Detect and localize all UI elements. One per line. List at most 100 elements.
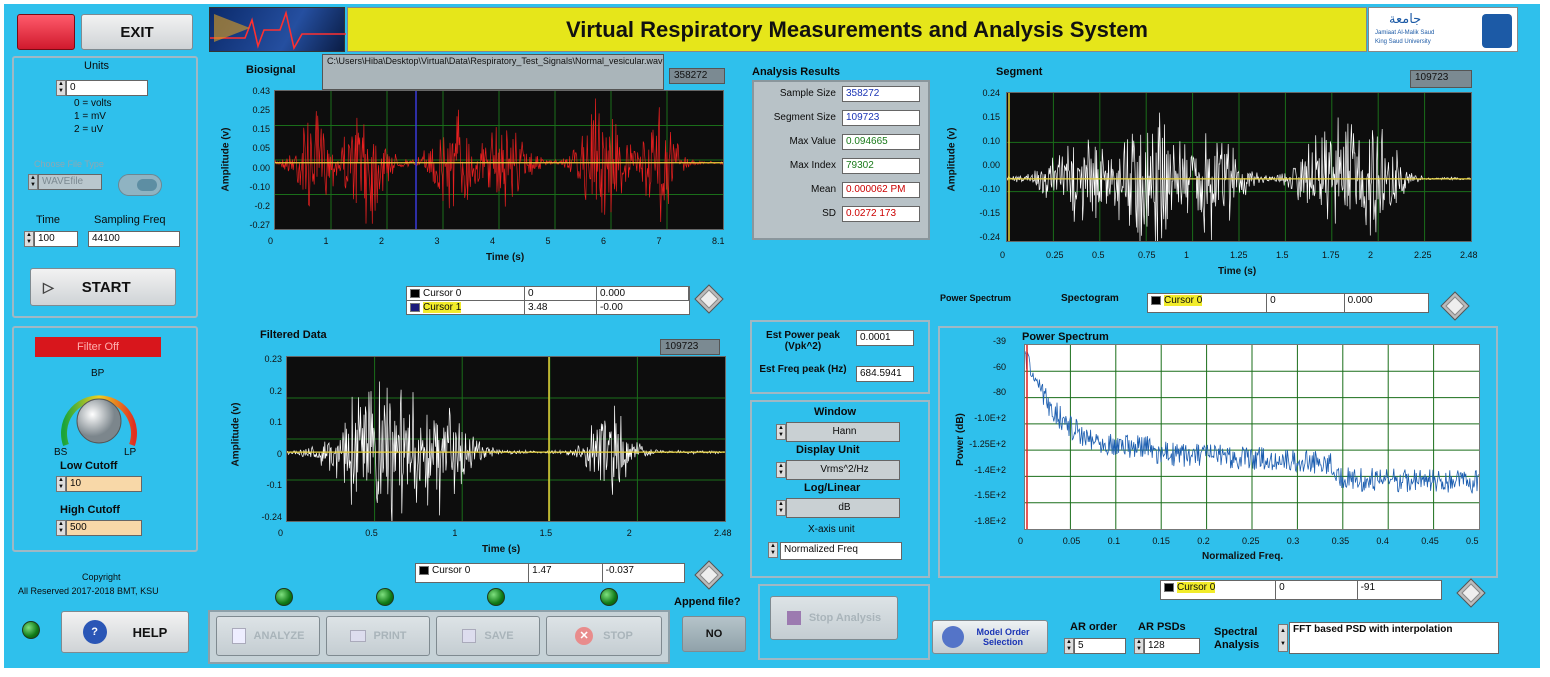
analysis-row-value: 0.000062 PM (842, 182, 920, 198)
analyze-label: ANALYZE (253, 630, 305, 642)
cursor-y-value: -91 (1360, 582, 1376, 593)
flt-tick-xticks: 2.48 (714, 528, 732, 538)
analyze-button[interactable]: ANALYZE (216, 616, 320, 656)
start-button[interactable]: ▷ START (30, 268, 176, 306)
low-cutoff-spinner[interactable]: ▲ ▼ (56, 476, 66, 492)
sampling-freq-input[interactable]: 44100 (88, 231, 180, 247)
seg-tick-xticks: 1.25 (1230, 250, 1248, 260)
analysis-row-label: Max Value (789, 136, 836, 147)
est-power-value: 0.0001 (856, 330, 914, 346)
cursor-row[interactable]: Cursor 1 3.48 -0.00 (407, 301, 689, 314)
bio-tick-xticks: 8.1 (712, 236, 725, 246)
cursor-name: Cursor 0 (432, 565, 471, 576)
high-cutoff-input[interactable]: 500 (66, 520, 142, 536)
biosignal-xlabel: Time (s) (486, 252, 525, 263)
power-spectrum-graph[interactable] (1024, 344, 1480, 530)
time-input[interactable]: 100 (34, 231, 78, 247)
ar-psds-input[interactable]: 128 (1144, 638, 1200, 654)
stop-analysis-button[interactable]: Stop Analysis (770, 596, 898, 640)
psd-tick-yticks: -60 (992, 361, 1006, 372)
display-unit-spinner[interactable]: ▲ ▼ (776, 462, 786, 478)
filtered-cursor-legend[interactable]: Cursor 0 1.47 -0.037 (415, 563, 685, 583)
save-icon (462, 629, 477, 643)
ar-psds-label: AR PSDs (1138, 621, 1186, 633)
cursor-y-value: -0.00 (600, 302, 623, 313)
psd-tick-xticks: 0.1 (1107, 536, 1121, 546)
save-label: SAVE (484, 630, 514, 642)
analysis-row-value: 0.094665 (842, 134, 920, 150)
filtered-graph[interactable] (286, 356, 726, 525)
window-select[interactable]: Hann (786, 422, 900, 442)
append-file-toggle[interactable]: NO (682, 616, 746, 652)
ar-order-spinner[interactable]: ▲ ▼ (1064, 638, 1074, 654)
print-led (376, 588, 394, 606)
cursor-name-cell: Cursor 0 (407, 287, 525, 300)
psd-tick-xticks: 0.25 (1242, 536, 1260, 546)
print-button[interactable]: PRINT (326, 616, 430, 656)
model-order-button[interactable]: Model Order Selection (932, 620, 1048, 654)
filetype-select[interactable]: WAVEfile (38, 174, 102, 190)
analyze-led (275, 588, 293, 606)
ar-order-input[interactable]: 5 (1074, 638, 1126, 654)
analysis-row-label: Segment Size (773, 112, 836, 123)
high-cutoff-label: High Cutoff (60, 504, 120, 516)
x-axis-unit-spinner[interactable]: ▲ ▼ (768, 542, 778, 558)
x-axis-unit-select[interactable]: Normalized Freq (780, 542, 902, 560)
stop-button[interactable]: ✕ STOP (546, 616, 662, 656)
filetype-toggle[interactable] (118, 174, 162, 196)
estimate-panel (750, 320, 930, 394)
spectrum-cursor-legend[interactable]: Cursor 0 0 0.000 (1147, 293, 1429, 313)
ar-psds-spinner[interactable]: ▲ ▼ (1134, 638, 1144, 654)
save-led (487, 588, 505, 606)
window-spinner[interactable]: ▲ ▼ (776, 424, 786, 440)
spectral-analysis-select[interactable]: FFT based PSD with interpolation (1289, 622, 1499, 654)
segment-graph[interactable] (1006, 92, 1472, 246)
biosignal-cursor-legend[interactable]: Cursor 0 0 0.000 Cursor 1 3.48 -0.00 (406, 286, 690, 315)
units-spinner[interactable]: ▲ ▼ (56, 80, 66, 96)
biosignal-plot[interactable] (274, 91, 724, 229)
help-icon: ? (82, 620, 107, 644)
seg-tick-yticks: -0.15 (979, 208, 1000, 218)
filtered-plot[interactable] (286, 357, 725, 525)
spectral-analysis-spinner[interactable]: ▲ ▼ (1278, 624, 1288, 652)
power-spectrum-title: Power Spectrum (1022, 331, 1109, 343)
analysis-row-value: 109723 (842, 110, 920, 126)
cursor-row[interactable]: Cursor 0 0 0.000 (407, 287, 689, 301)
stop-analysis-label: Stop Analysis (808, 612, 882, 624)
units-input[interactable]: 0 (66, 80, 148, 96)
page-title: Virtual Respiratory Measurements and Ana… (565, 16, 1148, 42)
power-spectrum-plot[interactable] (1024, 345, 1479, 529)
flt-tick-xticks: 1 (452, 528, 458, 538)
stop-indicator-button[interactable] (17, 14, 75, 50)
biosignal-graph[interactable] (274, 90, 724, 230)
save-button[interactable]: SAVE (436, 616, 540, 656)
filtered-cursor-move-icon[interactable] (694, 560, 724, 590)
flt-tick-yticks: 0.23 (264, 354, 282, 364)
filetype-spinner[interactable]: ▲ ▼ (28, 174, 38, 190)
time-spinner[interactable]: ▲ ▼ (24, 231, 34, 247)
high-cutoff-spinner[interactable]: ▲ ▼ (56, 520, 66, 536)
exit-button[interactable]: EXIT (81, 14, 193, 50)
low-cutoff-input[interactable]: 10 (66, 476, 142, 492)
filtered-xlabel: Time (s) (482, 544, 521, 555)
log-linear-spinner[interactable]: ▲ ▼ (776, 500, 786, 516)
play-icon: ▷ (43, 278, 54, 295)
help-button[interactable]: ? HELP (61, 611, 189, 653)
filter-status-indicator: Filter Off (35, 337, 161, 357)
flt-tick-xticks: 0.5 (365, 528, 378, 538)
toggle-knob (137, 179, 157, 191)
bio-tick-xticks: 7 (656, 236, 662, 246)
display-unit-select[interactable]: Vrms^2/Hz (786, 460, 900, 480)
knob-label-bp: BP (91, 368, 105, 379)
cursor-move-icon[interactable] (694, 284, 724, 314)
est-power-label: Est Power peak (Vpk^2) (766, 330, 840, 352)
spectrum-cursor-move-icon[interactable] (1440, 291, 1470, 321)
log-linear-select[interactable]: dB (786, 498, 900, 518)
psd-cursor-legend[interactable]: Cursor 0 0 -91 (1160, 580, 1442, 600)
psd-tick-xticks: 0.15 (1152, 536, 1170, 546)
filter-type-knob[interactable] (56, 379, 142, 455)
bio-tick-yticks: 0.00 (252, 162, 270, 173)
segment-plot[interactable] (1006, 93, 1471, 246)
est-freq-label: Est Freq peak (Hz) (759, 364, 847, 375)
psd-cursor-move-icon[interactable] (1456, 578, 1486, 608)
